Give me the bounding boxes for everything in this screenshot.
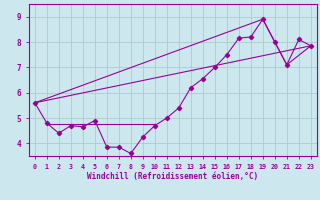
X-axis label: Windchill (Refroidissement éolien,°C): Windchill (Refroidissement éolien,°C) [87, 172, 258, 181]
